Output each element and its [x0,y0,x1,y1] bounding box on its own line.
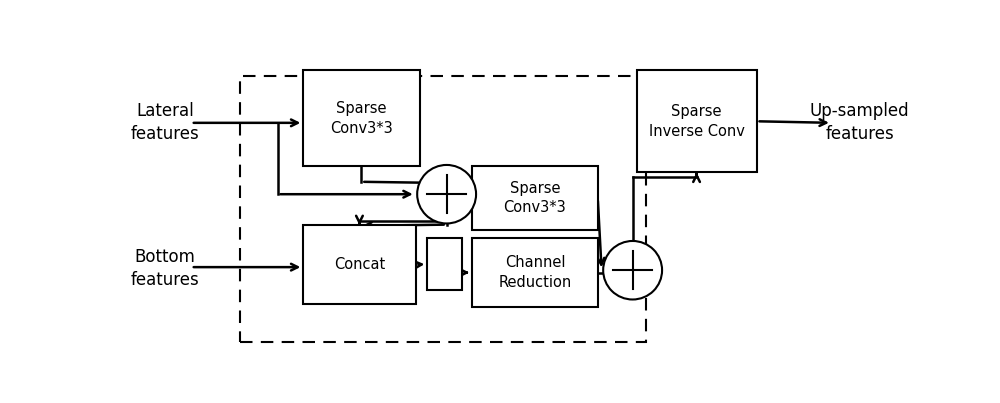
Text: Channel
Reduction: Channel Reduction [498,255,572,290]
FancyBboxPatch shape [472,166,598,230]
FancyBboxPatch shape [303,225,416,304]
Text: Sparse
Conv3*3: Sparse Conv3*3 [504,181,566,216]
Text: Up-sampled
features: Up-sampled features [810,102,910,143]
Text: Concat: Concat [334,257,385,272]
Text: Sparse
Conv3*3: Sparse Conv3*3 [330,101,393,135]
Ellipse shape [603,241,662,299]
FancyBboxPatch shape [427,238,462,291]
FancyBboxPatch shape [637,70,757,172]
Text: Bottom
features: Bottom features [131,248,200,289]
Text: Lateral
features: Lateral features [131,102,200,143]
FancyBboxPatch shape [472,238,598,307]
Ellipse shape [417,165,476,224]
Text: Sparse
Inverse Conv: Sparse Inverse Conv [649,104,744,139]
FancyBboxPatch shape [303,70,420,166]
